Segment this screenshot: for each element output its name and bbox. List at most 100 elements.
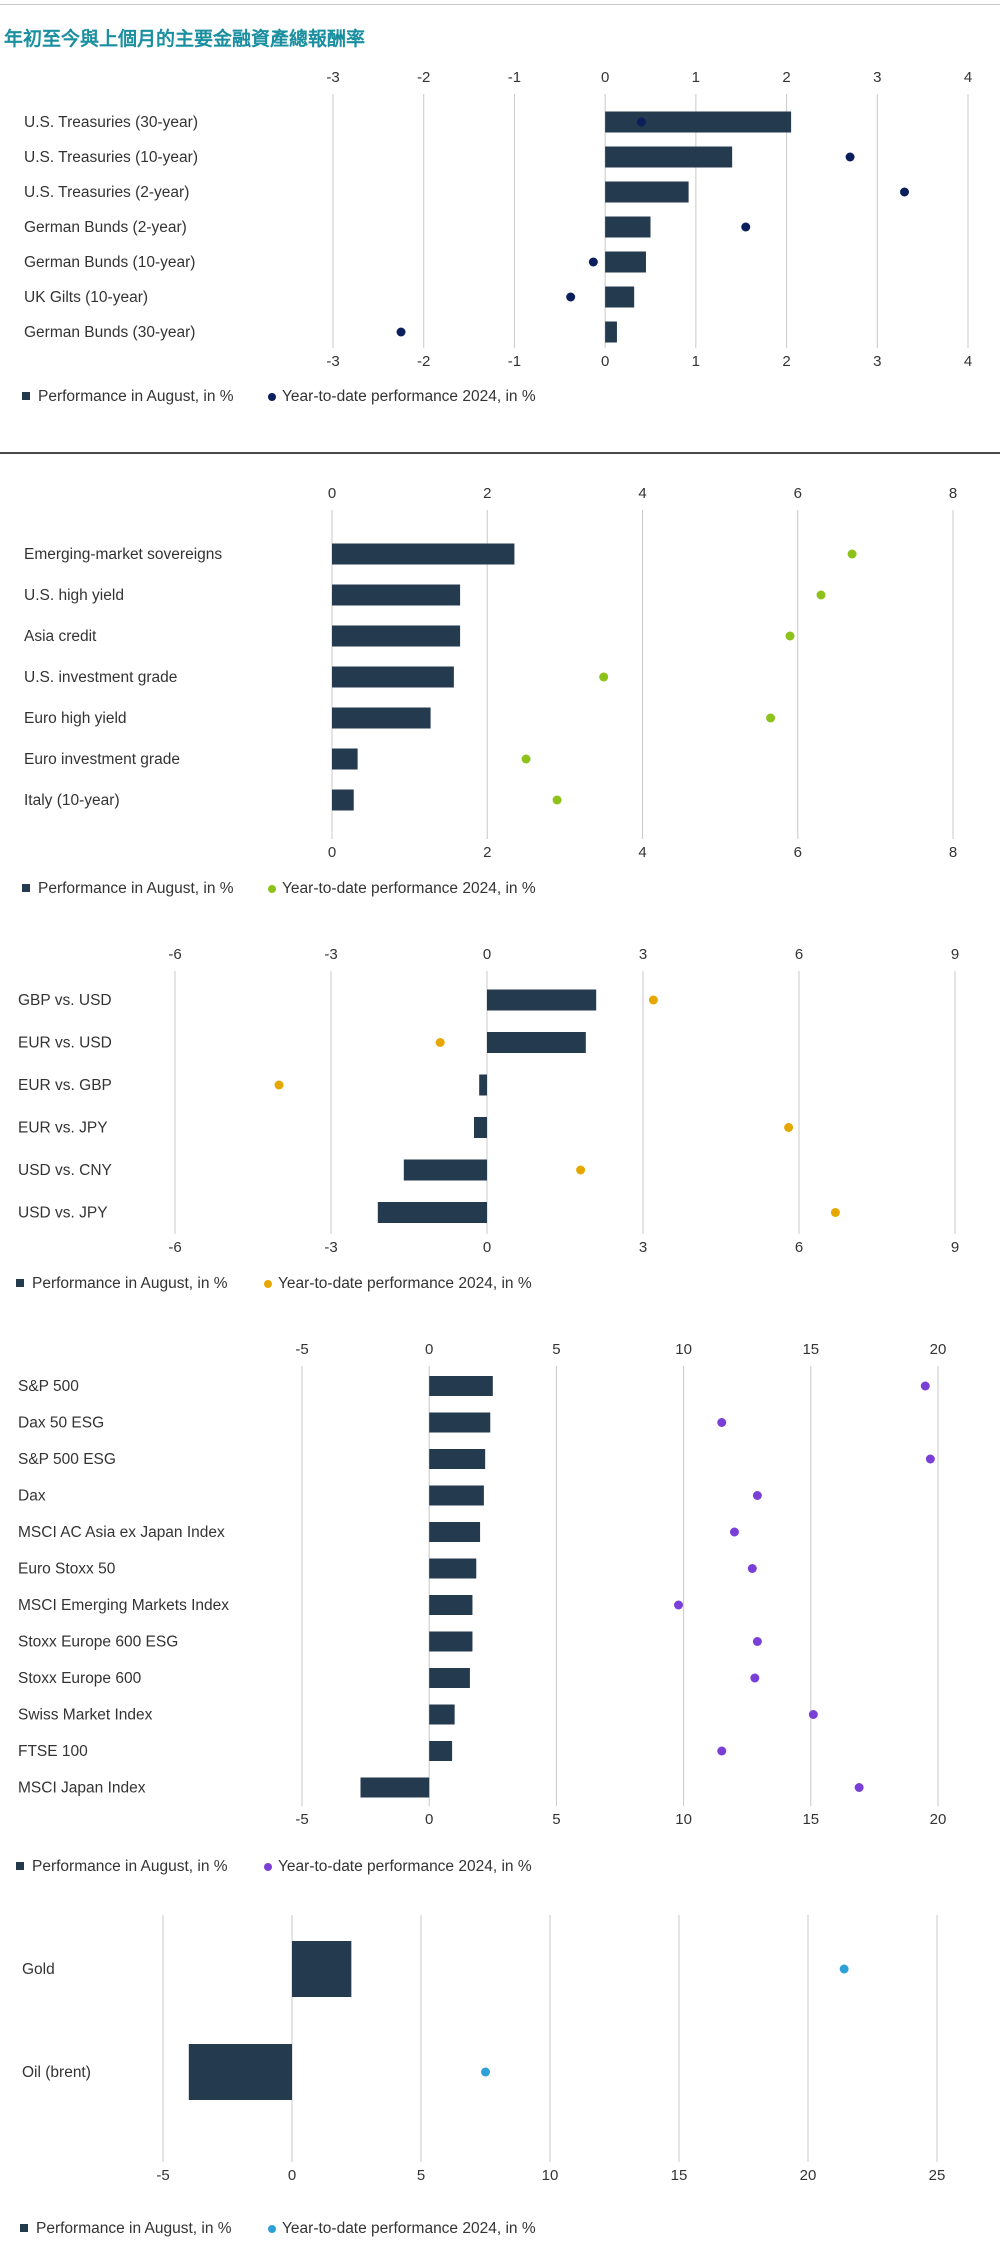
legend-dot-swatch <box>264 1863 272 1871</box>
ytd-dot <box>396 327 406 337</box>
tick-label-top: -1 <box>508 69 521 86</box>
ytd-dot <box>925 1454 935 1464</box>
category-label: EUR vs. USD <box>18 1035 112 1052</box>
tick-label-bottom: 15 <box>802 1811 819 1828</box>
chart-equities: -5 -5 0 0 5 5 10 10 15 15 20 20 S&P 500 Dax 50 ESG S&P… <box>16 1341 946 1875</box>
category-label: Euro high yield <box>24 710 127 727</box>
bar <box>188 2044 292 2100</box>
tick-label-top: -2 <box>417 69 430 86</box>
tick-label-bottom: -1 <box>508 353 521 370</box>
ytd-dot <box>839 1964 849 1974</box>
chart-bonds: -3 -3 -2 -2 -1 -1 0 0 1 1 2 2 3 3 4 4 U.S. Treasuries (3… <box>22 69 972 405</box>
legend-dot-label: Year-to-date performance 2024, in % <box>282 388 536 405</box>
legend-bar-swatch <box>16 1862 24 1870</box>
tick-label-bottom: 0 <box>328 844 336 861</box>
category-label: U.S. Treasuries (10-year) <box>24 149 198 166</box>
tick-label-bottom: -3 <box>326 353 339 370</box>
bar <box>292 1941 352 1997</box>
category-label: Italy (10-year) <box>24 792 120 809</box>
tick-label-top: 9 <box>951 946 959 963</box>
ytd-dot <box>566 292 576 302</box>
tick-label-top: 10 <box>675 1341 692 1358</box>
bar <box>605 111 792 133</box>
category-label: USD vs. JPY <box>18 1205 108 1222</box>
bar <box>332 666 454 688</box>
ytd-dot <box>521 754 531 764</box>
bar <box>429 1376 493 1396</box>
tick-label-bottom: -3 <box>324 1239 337 1256</box>
tick-label-bottom: 9 <box>951 1239 959 1256</box>
category-label: German Bunds (10-year) <box>24 254 195 271</box>
legend-bar-label: Performance in August, in % <box>38 388 234 405</box>
bar <box>487 989 597 1011</box>
legend-dot-swatch <box>268 885 276 893</box>
tick-label-bottom: -5 <box>295 1811 308 1828</box>
tick-label-bottom: 20 <box>800 2167 817 2184</box>
tick-label-bottom: 3 <box>873 353 881 370</box>
ytd-dot <box>588 257 598 267</box>
legend-bar-label: Performance in August, in % <box>38 880 234 897</box>
category-label: Dax 50 ESG <box>18 1415 104 1432</box>
ytd-dot <box>481 2067 490 2077</box>
tick-label-top: -6 <box>168 946 181 963</box>
category-label: Dax <box>18 1488 46 1505</box>
tick-label-bottom: 8 <box>949 844 957 861</box>
tick-label-top: 4 <box>638 485 646 502</box>
legend-dot-swatch <box>268 393 276 401</box>
ytd-dot <box>552 795 562 805</box>
bar <box>332 789 354 811</box>
chart-currencies: -6 -6 -3 -3 0 0 3 3 6 6 9 9 GBP vs. USD EUR vs. USD EU… <box>16 946 959 1292</box>
tick-label-top: -3 <box>326 69 339 86</box>
bar <box>403 1159 487 1181</box>
ytd-dot <box>766 713 776 723</box>
legend-bar-label: Performance in August, in % <box>36 2220 232 2237</box>
category-label: Euro Stoxx 50 <box>18 1561 116 1578</box>
ytd-dot <box>274 1080 284 1090</box>
tick-label-bottom: 10 <box>675 1811 692 1828</box>
tick-label-bottom: 0 <box>483 1239 491 1256</box>
category-label: USD vs. CNY <box>18 1162 112 1179</box>
tick-label-bottom: -6 <box>168 1239 181 1256</box>
tick-label-bottom: 1 <box>692 353 700 370</box>
tick-label-top: 0 <box>328 485 336 502</box>
tick-label-bottom: 0 <box>425 1811 433 1828</box>
bar <box>487 1032 586 1053</box>
category-label: EUR vs. GBP <box>18 1077 112 1094</box>
ytd-dot <box>900 187 909 197</box>
ytd-dot <box>747 1564 757 1573</box>
bar <box>332 707 431 729</box>
bar <box>429 1631 473 1652</box>
legend-dot-label: Year-to-date performance 2024, in % <box>282 2220 536 2237</box>
tick-label-top: 0 <box>483 946 491 963</box>
tick-label-bottom: 4 <box>964 353 972 370</box>
category-label: FTSE 100 <box>18 1743 88 1760</box>
bar <box>429 1412 491 1433</box>
ytd-dot <box>854 1783 864 1792</box>
tick-label-bottom: 6 <box>794 844 802 861</box>
category-label: EUR vs. JPY <box>18 1120 108 1137</box>
tick-label-bottom: 0 <box>601 353 609 370</box>
ytd-dot <box>576 1165 586 1175</box>
bar <box>332 584 461 606</box>
category-label: S&P 500 ESG <box>18 1451 116 1468</box>
tick-label-bottom: -2 <box>417 353 430 370</box>
ytd-dot <box>750 1673 760 1683</box>
section-divider <box>0 452 1000 454</box>
tick-label-top: 1 <box>692 69 700 86</box>
ytd-dot <box>648 995 658 1005</box>
tick-label-bottom: 3 <box>639 1239 647 1256</box>
tick-label-top: 2 <box>483 485 491 502</box>
category-label: Stoxx Europe 600 ESG <box>18 1634 178 1651</box>
bar <box>429 1558 477 1579</box>
category-label: GBP vs. USD <box>18 992 112 1009</box>
ytd-dot <box>785 631 795 641</box>
bar <box>429 1668 470 1688</box>
ytd-dot <box>435 1038 445 1047</box>
tick-label-top: 2 <box>782 69 790 86</box>
tick-label-bottom: 6 <box>795 1239 803 1256</box>
bar <box>429 1485 484 1506</box>
ytd-dot <box>847 549 857 559</box>
ytd-dot <box>845 152 855 162</box>
legend-dot-swatch <box>264 1280 272 1288</box>
chart-credit: 0 0 2 2 4 4 6 6 8 8 Emerging-market sovereigns U.S.… <box>22 485 957 897</box>
